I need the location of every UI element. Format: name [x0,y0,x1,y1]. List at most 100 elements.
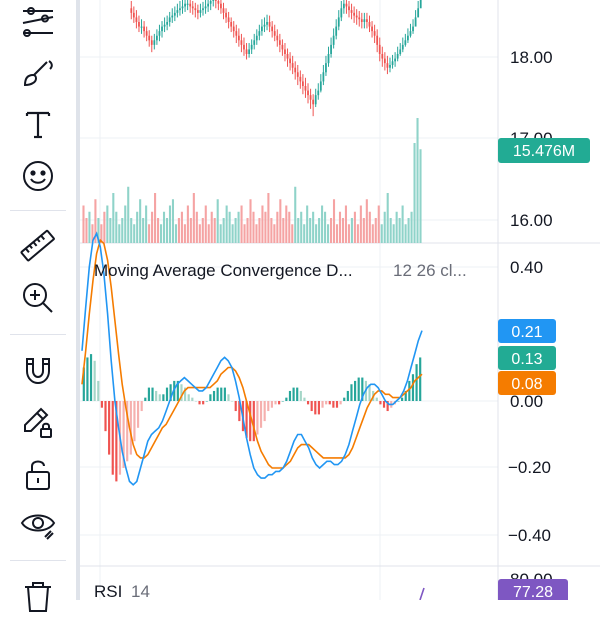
volume-bar [198,224,201,243]
volume-bar [294,186,297,243]
histogram-bar [216,387,219,401]
candle-body [250,44,253,50]
candle-body [378,44,381,54]
macd-axis-label: 0.40 [510,258,543,277]
unlock-icon[interactable] [14,450,62,498]
volume-bar [338,211,342,243]
candle-body [296,72,299,77]
candle-body [312,99,315,105]
histogram-bar [129,401,132,455]
macd-value-badge [498,319,556,343]
candle-body [222,8,225,13]
histogram-bar [115,401,118,482]
candle-body [245,49,248,54]
candle-body [307,90,309,96]
magnet-icon[interactable] [14,346,62,394]
histogram-bar [310,401,313,412]
histogram-bar [249,401,252,442]
rsi-pane-params: 14 [131,582,150,600]
emoji-icon[interactable] [14,152,62,200]
volume-bar [139,199,142,243]
candle-body [227,17,230,22]
candle-body [340,8,343,18]
volume-bar [216,199,219,243]
trend-lines-icon[interactable] [14,0,62,48]
macd-pane-title[interactable]: Moving Average Convergence D... [94,261,353,280]
volume-bar [168,205,172,243]
volume-bar [401,205,404,243]
volume-bar [353,211,356,243]
candle-body [322,72,325,82]
candle-body [243,44,245,50]
volume-bar [329,218,333,243]
volume-bar [389,218,392,243]
volume-bar [362,218,365,243]
volume-bar [297,218,300,243]
volume-bar [94,199,97,243]
chart-area[interactable]: 18.00 17.00 16.00 15.476M Moving Average… [0,0,600,600]
candle-body [350,10,353,13]
candle-body [153,40,156,45]
ruler-icon[interactable] [14,222,62,270]
candle-body [135,17,138,22]
candle-body [204,6,207,9]
candle-body [276,35,279,41]
histogram-bar [299,390,302,401]
brush-icon[interactable] [14,48,62,96]
candle-body [171,15,174,18]
histogram-bar [292,387,295,401]
volume-bar [416,118,419,243]
histogram-bar [111,401,114,475]
histogram-bar [306,401,310,405]
rsi-pane-title[interactable]: RSI [94,582,122,600]
candle-body [417,8,420,18]
candle-body [281,44,284,50]
histogram-bar [140,401,143,412]
zoom-in-icon[interactable] [14,274,62,322]
candle-body [376,35,379,45]
candle-body [286,54,289,59]
histogram-bar [231,401,234,402]
volume-bar [350,218,353,243]
candle-body [191,6,194,9]
volume-bar [103,211,106,243]
histogram-bar [147,387,150,401]
candle-body [214,0,217,1]
candle-body [407,35,409,41]
candle-body [366,19,368,22]
text-tool-icon[interactable] [14,100,62,148]
histogram-bar [379,401,382,405]
histogram-bar [274,401,277,405]
histogram-bar [270,401,273,408]
volume-bar [97,218,100,243]
candle-body [412,26,414,32]
candle-body [368,22,371,27]
candle-body [360,19,363,22]
histogram-bar [165,387,169,401]
volume-bar [115,211,118,243]
volume-bar [121,218,124,243]
histogram-bar [133,401,136,442]
volume-bar [91,224,94,243]
volume-bar [124,205,127,243]
macd-pane-params: 12 26 cl... [393,261,467,280]
volume-bar [222,218,225,243]
eye-icon[interactable] [14,500,62,548]
candle-body [202,8,204,11]
candle-body [176,10,179,13]
toolbar-separator [10,560,66,561]
volume-bar [309,218,312,243]
candlestick-series [130,0,422,117]
volume-bar [151,211,154,243]
lock-drawing-icon[interactable] [14,398,62,446]
candle-body [220,3,222,9]
histogram-bar [288,390,292,401]
volume-bar [324,211,327,243]
candle-body [186,3,189,5]
candle-body [301,81,304,86]
volume-bar [300,211,303,243]
candle-body [314,95,317,105]
candle-body [396,54,399,59]
candle-body [327,54,330,64]
candle-body [173,12,176,16]
